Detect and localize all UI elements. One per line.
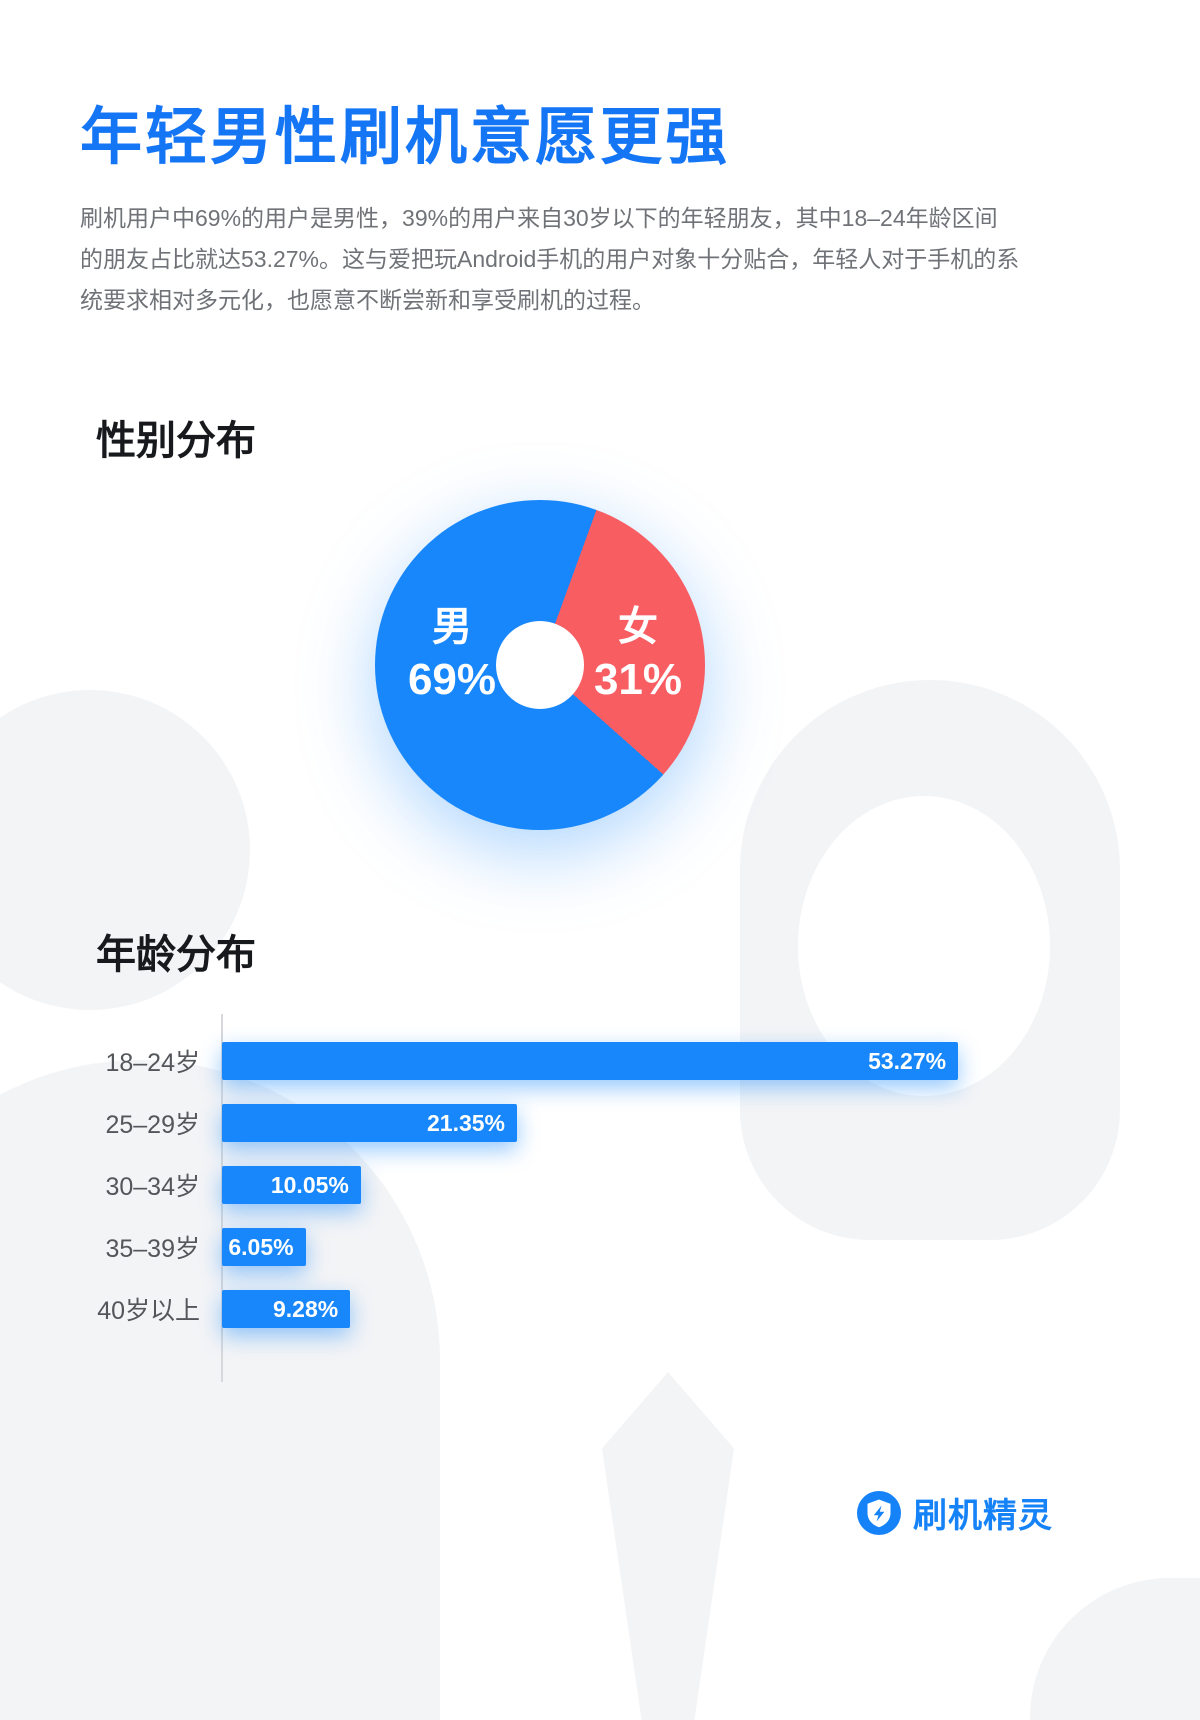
bar: 21.35% [222,1104,518,1142]
bar-rows: 18–24岁 53.27% 25–29岁 21.35% 30–34岁 10.05% 35–3… [96,1030,982,1340]
female-percent: 31% [593,655,683,704]
female-slice-label: 女 31% [573,604,703,706]
bar-value-label: 53.27% [868,1048,947,1074]
bar: 6.05% [222,1228,306,1266]
brand-name: 刷机精灵 [913,1497,1053,1535]
age-bar-row: 18–24岁 53.27% [96,1030,982,1092]
brand-logo: 刷机精灵 [857,1488,1053,1537]
bar-track: 9.28% [222,1290,982,1328]
silhouette-tie [602,1372,734,1720]
gender-donut-chart: 男 69% 女 31% [375,500,705,830]
age-category-label: 35–39岁 [105,1235,200,1263]
bar: 53.27% [222,1042,959,1080]
age-category-label: 30–34岁 [105,1173,200,1201]
bar-value-label: 6.05% [228,1234,294,1260]
bar-track: 6.05% [222,1228,982,1266]
male-slice-label: 男 69% [387,604,517,706]
bar: 9.28% [222,1290,351,1328]
age-category-label: 40岁以上 [97,1297,200,1325]
shield-bolt-icon [857,1490,901,1535]
donut-hole [496,621,584,709]
male-label: 男 [432,605,472,649]
page-title: 年轻男性刷机意愿更强 [80,103,731,172]
intro-paragraph: 刷机用户中69%的用户是男性，39%的用户来自30岁以下的年轻朋友，其中18–2… [80,205,1020,313]
bar-track: 53.27% [222,1042,982,1080]
bar: 10.05% [222,1166,361,1204]
bar-track: 10.05% [222,1166,982,1204]
bar-value-label: 9.28% [273,1296,339,1322]
silhouette-man-body [0,1060,440,1720]
male-percent: 69% [407,655,497,704]
silhouette-woman-shoulder [1030,1578,1200,1720]
age-bar-row: 30–34岁 10.05% [96,1154,982,1216]
gender-section-title: 性别分布 [96,419,256,463]
age-section-title: 年龄分布 [96,933,256,977]
silhouette-man-head [0,690,250,1010]
age-bar-chart: 18–24岁 53.27% 25–29岁 21.35% 30–34岁 10.05% 35–3… [96,1014,982,1382]
age-bar-row: 35–39岁 6.05% [96,1216,982,1278]
bar-value-label: 10.05% [270,1172,349,1198]
age-bar-row: 25–29岁 21.35% [96,1092,982,1154]
bar-track: 21.35% [222,1104,982,1142]
age-bar-row: 40岁以上 9.28% [96,1278,982,1340]
bar-value-label: 21.35% [427,1110,506,1136]
age-category-label: 18–24岁 [105,1049,200,1077]
female-label: 女 [618,605,658,649]
age-category-label: 25–29岁 [105,1111,200,1139]
